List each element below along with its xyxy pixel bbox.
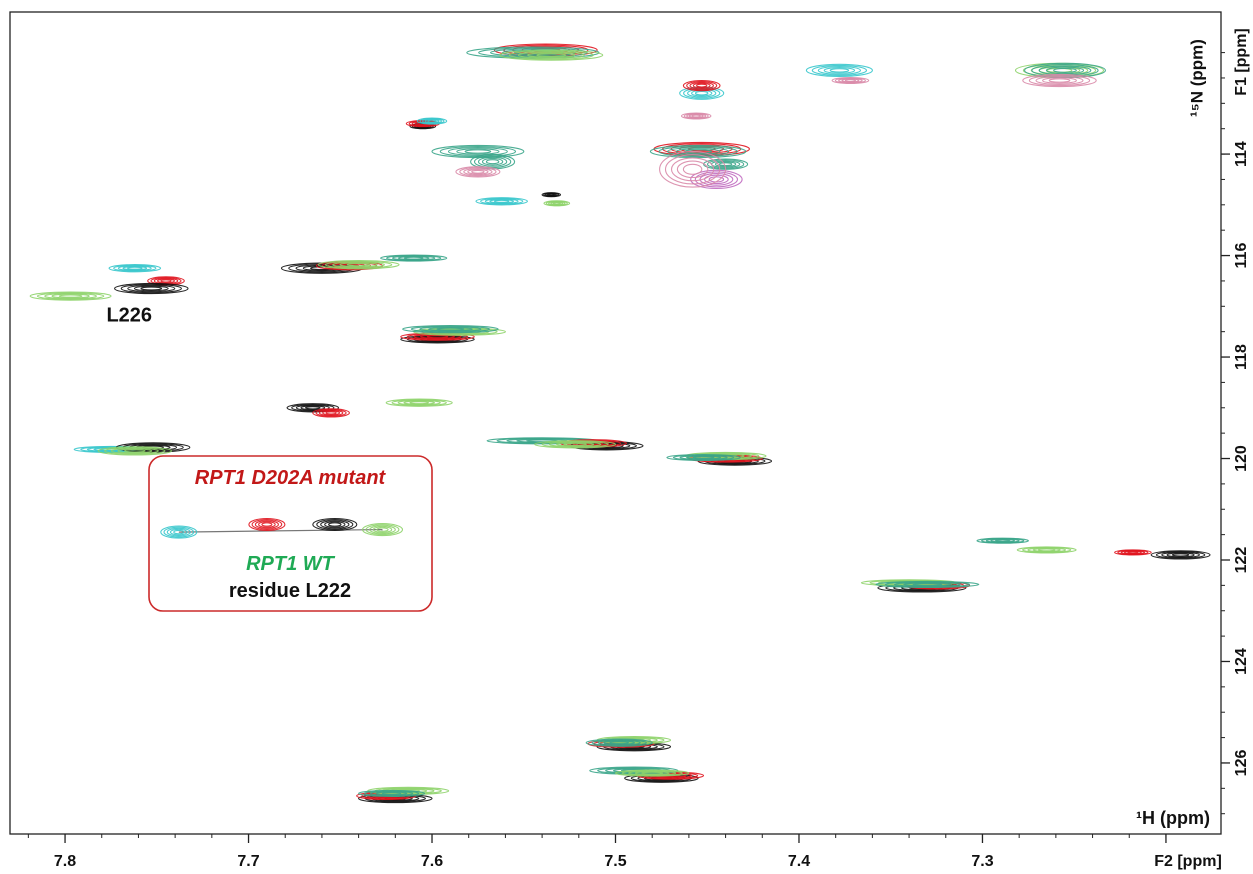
- peak-green: [499, 49, 604, 61]
- y-tick-label: 114: [1233, 141, 1250, 167]
- inset-residue-label: residue L222: [229, 580, 351, 602]
- annotation-layer: ¹⁵N (ppm) ¹H (ppm) L226: [106, 39, 1210, 828]
- axes: 7.8 7.7 7.6 7.5 7.4 7.3 114 116 118 120 122 124 126 F…: [27, 28, 1250, 870]
- y-tick-label: 118: [1233, 344, 1250, 370]
- peak-pink: [680, 112, 712, 120]
- peak-black: [1150, 550, 1211, 560]
- peak-teal: [585, 738, 653, 747]
- x-axis-nucleus-label: ¹H (ppm): [1136, 808, 1210, 828]
- x-tick-label: 7.8: [54, 853, 76, 870]
- inset-mutant-label: RPT1 D202A mutant: [195, 467, 387, 489]
- peak-pink: [831, 76, 870, 85]
- inset-box: RPT1 D202A mutant RPT1 WT residue L222: [148, 455, 433, 612]
- inset-peak-cyan: [160, 525, 198, 539]
- x-tick-label: 7.7: [237, 853, 259, 870]
- peak-cyan: [475, 197, 528, 206]
- inset-frame: [148, 455, 433, 612]
- peaks-layer: [29, 43, 1211, 804]
- peak-green: [534, 440, 617, 449]
- y-tick-label: 122: [1233, 547, 1250, 574]
- peak-black: [114, 282, 189, 295]
- peak-green: [385, 398, 453, 407]
- peak-green: [614, 769, 690, 777]
- y-tick-label: 116: [1233, 243, 1250, 269]
- y-axis-label: F1 [ppm]: [1233, 28, 1250, 96]
- peak-purple: [690, 169, 743, 190]
- peak-teal: [380, 254, 448, 262]
- x-axis-label: F2 [ppm]: [1154, 853, 1222, 870]
- peak-green: [317, 260, 400, 270]
- y-axis-nucleus-label: ¹⁵N (ppm): [1187, 39, 1206, 117]
- peak-teal: [431, 144, 525, 159]
- peak-red: [400, 332, 475, 341]
- peak-teal: [402, 324, 499, 334]
- peak-red: [682, 79, 721, 92]
- y-tick-label: 124: [1233, 648, 1250, 675]
- peak-green: [29, 291, 112, 301]
- peak-teal: [875, 580, 980, 588]
- peak-green: [1016, 546, 1077, 554]
- x-tick-label: 7.3: [971, 853, 993, 870]
- x-tick-label: 7.6: [421, 853, 443, 870]
- peak-pink: [659, 150, 727, 188]
- plot-frame: [9, 11, 1222, 835]
- y-tick-label: 120: [1233, 445, 1250, 472]
- inset-wt-label: RPT1 WT: [246, 553, 336, 575]
- peak-pink: [1022, 73, 1097, 88]
- peak-teal: [976, 537, 1029, 544]
- peak-green: [97, 446, 173, 456]
- x-tick-label: 7.4: [788, 853, 810, 870]
- x-tick-label: 7.5: [604, 853, 626, 870]
- peak-green: [543, 200, 571, 207]
- peak-teal: [666, 453, 741, 462]
- peak-red: [312, 408, 350, 418]
- peak-teal: [358, 789, 426, 797]
- residue-label: L226: [106, 305, 152, 327]
- peak-red: [1114, 549, 1152, 556]
- inset-peak-red: [248, 517, 286, 532]
- inset-peak-black: [312, 517, 358, 532]
- peak-cyan: [108, 264, 162, 273]
- peak-black: [541, 192, 562, 198]
- peak-pink: [455, 166, 501, 178]
- inset-shift-line: [178, 528, 383, 533]
- peak-teal: [470, 154, 516, 170]
- peak-cyan: [805, 63, 873, 78]
- peak-cyan: [416, 117, 448, 125]
- inset-peak-green: [361, 523, 404, 537]
- y-tick-label: 126: [1233, 750, 1250, 777]
